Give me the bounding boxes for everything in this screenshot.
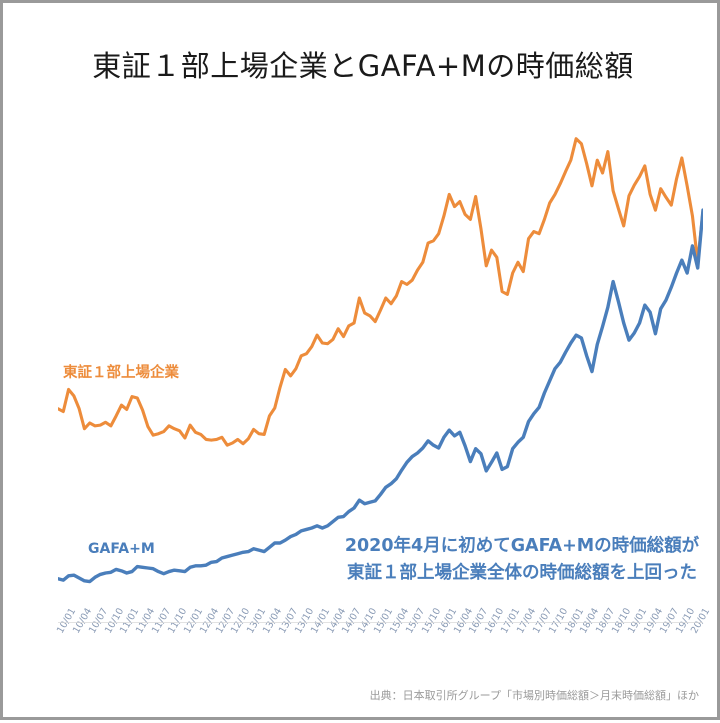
series-label-gafam: GAFA+M — [88, 541, 155, 557]
annotation-line-2: 東証１部上場企業全体の時価総額を上回った — [347, 563, 697, 584]
annotation-line-1: 2020年4月に初めてGAFA+Mの時価総額が — [344, 536, 700, 556]
plot-area — [58, 123, 703, 623]
chart-annotation: 2020年4月に初めてGAFA+Mの時価総額が 東証１部上場企業全体の時価総額を… — [333, 533, 711, 587]
series-line-gafam — [58, 208, 703, 584]
series-line-topix — [58, 137, 703, 447]
line-chart-svg — [58, 137, 703, 623]
source-note: 出典：日本取引所グループ「市場別時価総額＞月末時価総額」ほか — [369, 689, 699, 702]
page-title: 東証１部上場企業とGAFA+Mの時価総額 — [92, 49, 634, 83]
series-label-topix: 東証１部上場企業 — [63, 365, 179, 381]
